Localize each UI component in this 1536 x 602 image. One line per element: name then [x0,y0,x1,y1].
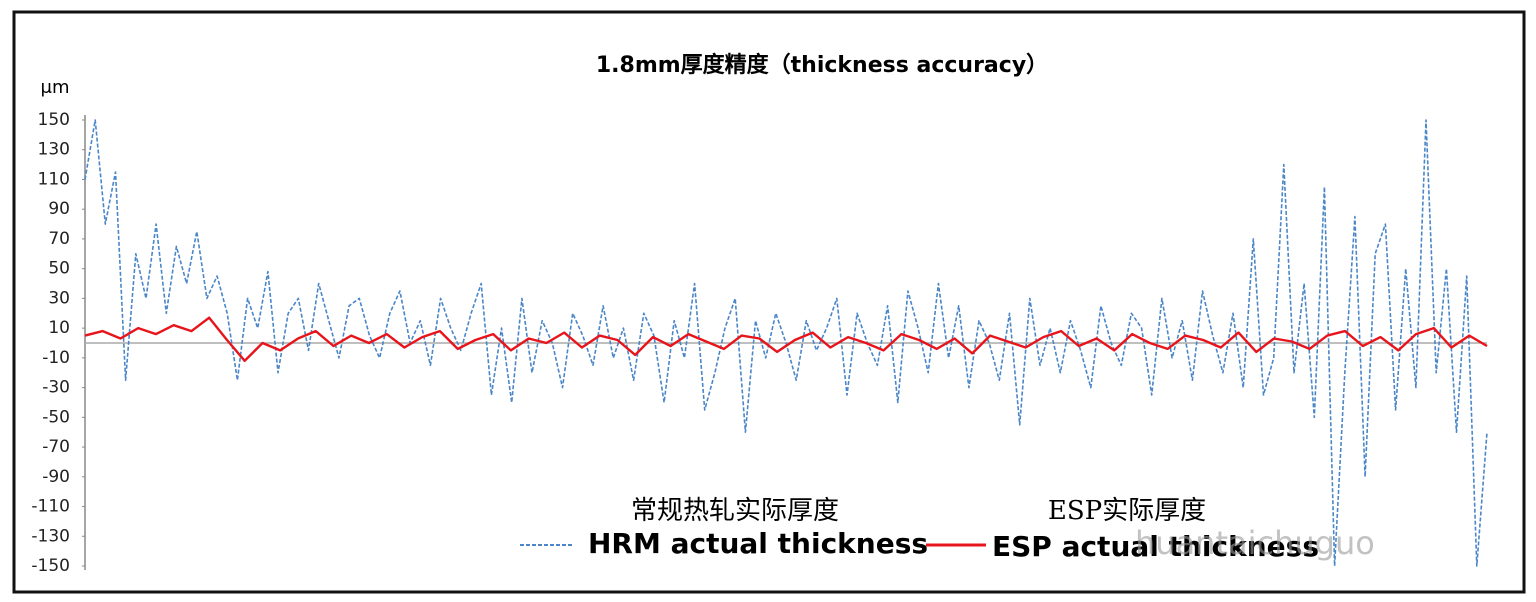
legend: 常规热轧实际厚度 HRM actual thickness ESP实际厚度 ES… [520,496,1319,563]
y-unit: μm [41,77,70,98]
y-tick-label: 90 [48,199,70,219]
y-tick-label: -70 [42,437,70,457]
y-tick-label: 150 [38,110,70,130]
y-tick-label: 10 [48,318,70,338]
y-tick-label: -150 [31,556,70,576]
y-tick-label: 110 [38,169,70,189]
y-tick-label: -130 [31,526,70,546]
legend-label-cn: 常规热轧实际厚度 [631,496,839,526]
y-tick-label: -30 [42,378,70,398]
legend-label: HRM actual thickness [588,527,928,560]
y-tick-label: -110 [31,497,70,517]
y-tick-label: 70 [48,229,70,249]
chart-title: 1.8mm厚度精度（thickness accuracy） [596,52,1048,78]
frame [12,10,1526,594]
y-tick-label: -90 [42,467,70,487]
series-line [84,316,1488,362]
legend-label: ESP actual thickness [992,530,1319,563]
y-tick-label: -50 [42,407,70,427]
series-line [84,119,1488,567]
legend-label-cn: ESP实际厚度 [1048,496,1206,526]
y-tick-label: 130 [38,140,70,160]
watermark: huantaichuguo [1135,524,1375,562]
y-tick-label: 30 [48,288,70,308]
y-tick-label: 50 [48,259,70,279]
y-tick-label: -10 [42,348,70,368]
